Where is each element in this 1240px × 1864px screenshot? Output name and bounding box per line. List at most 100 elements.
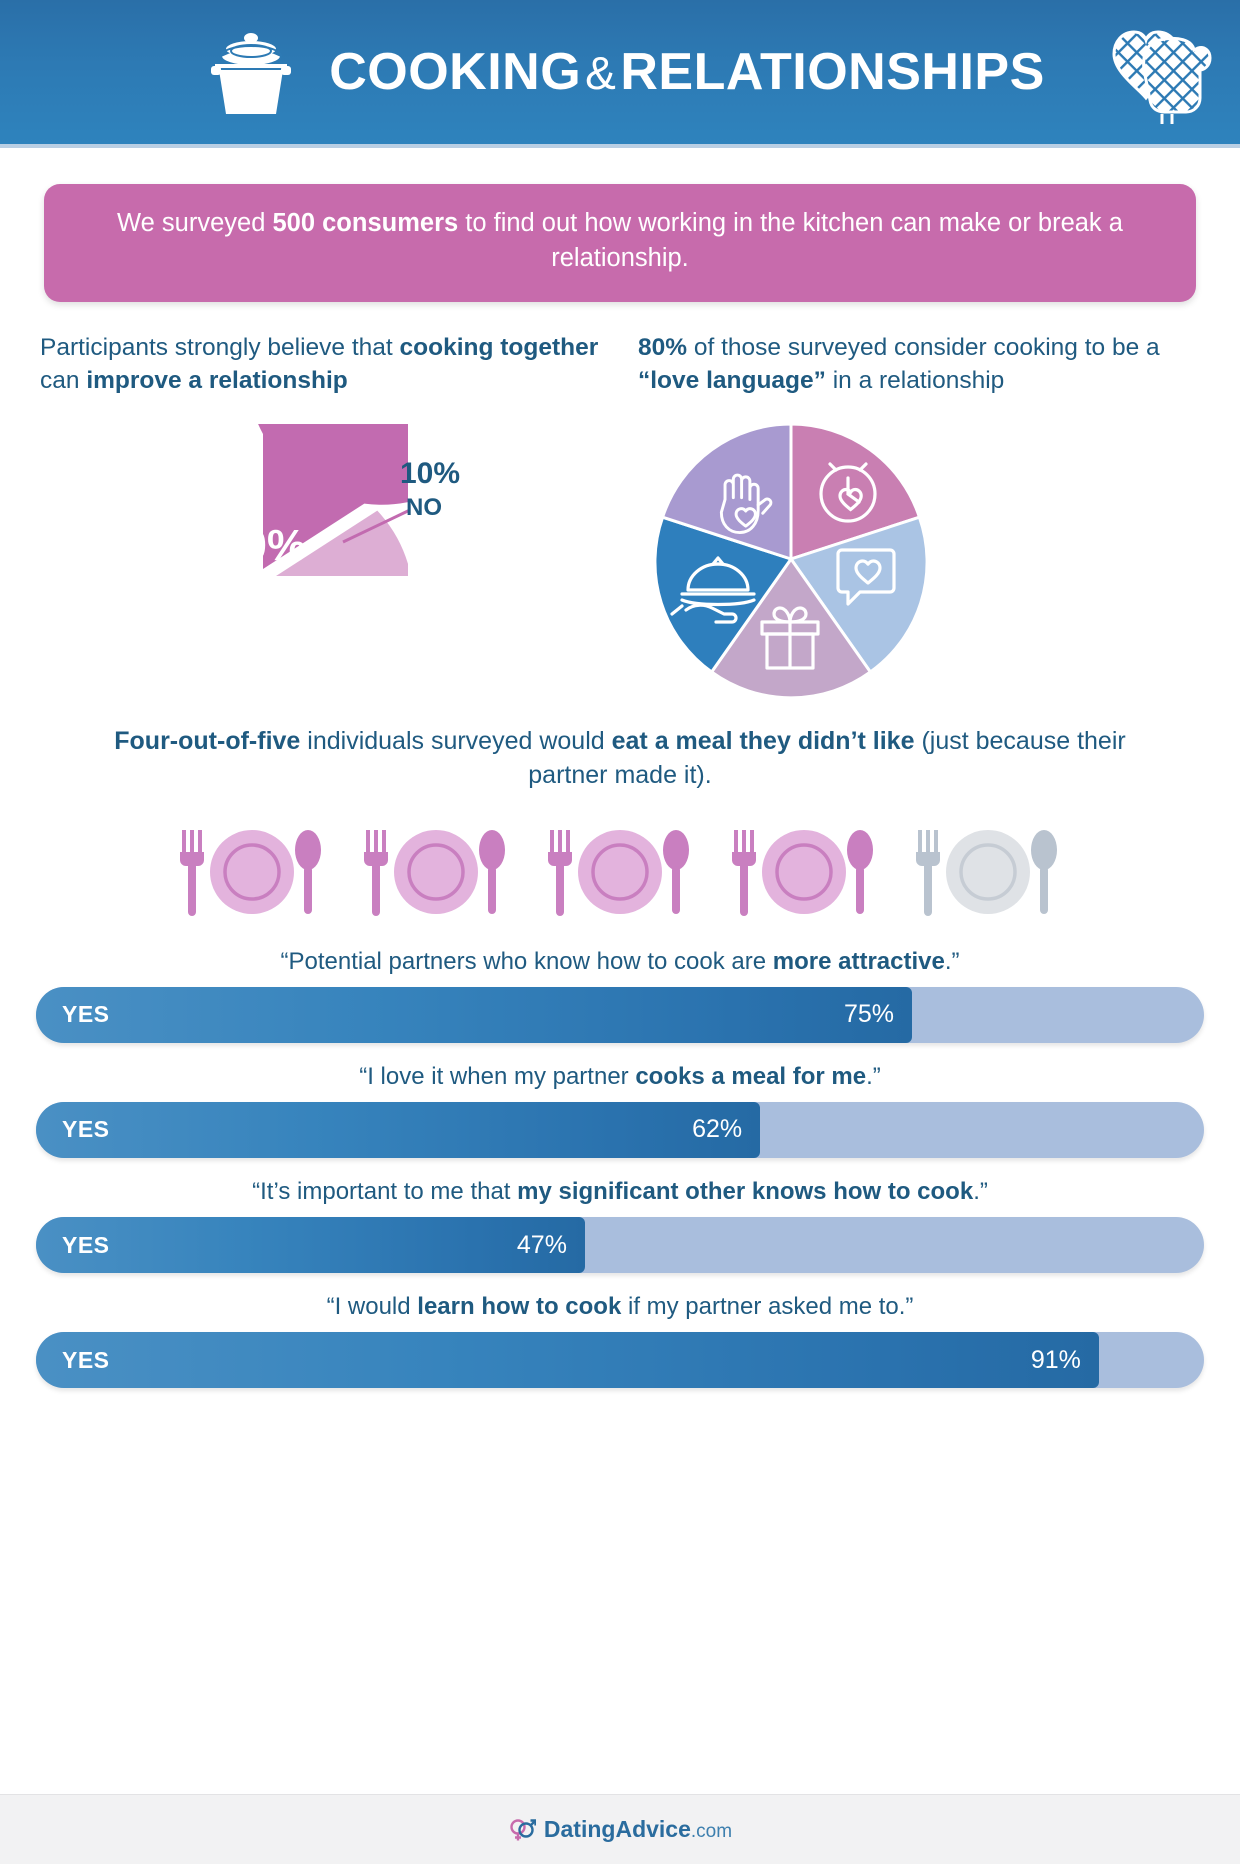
footer-brand[interactable]: DatingAdvice.com	[544, 1816, 732, 1843]
intro-row: Participants strongly believe that cooki…	[0, 302, 1240, 397]
bar-3-quote-close: .”	[973, 1177, 988, 1205]
pie-callout-no: 10% NO	[400, 456, 460, 523]
heart-oven-mitt-icon	[1112, 30, 1212, 124]
bar-3-yes-label: YES	[62, 1231, 110, 1258]
bar-2-percent: 62%	[692, 1115, 743, 1144]
place-setting-3	[548, 829, 689, 916]
callout-percent: 10%	[400, 456, 461, 490]
pie-center-percent: 90%	[218, 521, 306, 570]
banner-text-after: to find out how working in the kitchen c…	[458, 209, 1123, 273]
intro-left-p1: Participants strongly believe that	[40, 334, 400, 362]
bar-fill-1: YES 75%	[36, 986, 912, 1043]
bar-4-quote-bold: learn how to cook	[417, 1293, 622, 1321]
place-setting-4	[732, 829, 873, 916]
place-setting-2	[364, 829, 505, 916]
banner-wrapper: We surveyed 500 consumers to find out ho…	[0, 148, 1240, 303]
gender-symbols-logo-icon	[510, 1818, 536, 1840]
bar-track-1: YES 75%	[36, 986, 1204, 1043]
bar-block-4: “I would learn how to cook if my partner…	[36, 1291, 1204, 1389]
four-part-2: (just because their partner made it).	[528, 726, 1126, 789]
serving-dome-hand-icon	[670, 555, 756, 624]
bar-3-quote-open: “It’s important to me that	[252, 1177, 518, 1205]
speech-bubble-heart-icon	[836, 547, 896, 606]
bar-fill-4: YES 91%	[36, 1332, 1099, 1389]
callout-label: NO	[406, 493, 442, 521]
bar-2-yes-label: YES	[62, 1116, 110, 1143]
bar-4-quote-open: “I would	[326, 1293, 418, 1321]
page-header: COOKING&RELATIONSHIPS	[0, 0, 1240, 144]
bar-block-3: “It’s important to me that my significan…	[36, 1176, 1204, 1274]
title-main: COOKING	[329, 43, 582, 101]
intro-left-b1: cooking together	[399, 334, 599, 362]
bar-2-quote-bold: cooks a meal for me	[635, 1062, 867, 1090]
bar-label-4: “I would learn how to cook if my partner…	[36, 1291, 1204, 1332]
banner-bold-count: 500 consumers	[272, 209, 459, 237]
yes-no-pie-chart: 90% YES	[218, 423, 408, 602]
bar-1-yes-label: YES	[62, 1001, 110, 1028]
footer-brand-name: DatingAdvice	[543, 1816, 691, 1842]
intro-col-right: 80% of those surveyed consider cooking t…	[638, 332, 1200, 397]
pie-center-label: YES	[234, 574, 284, 602]
intro-left-p2: can	[40, 366, 87, 394]
bar-4-yes-label: YES	[62, 1346, 110, 1373]
page-footer: DatingAdvice.com	[0, 1794, 1240, 1864]
intro-right-b2: “love language”	[638, 366, 826, 394]
bar-2-quote-open: “I love it when my partner	[359, 1062, 636, 1090]
intro-left-b2: improve a relationship	[86, 366, 348, 394]
gift-icon	[760, 605, 820, 670]
intro-col-left: Participants strongly believe that cooki…	[40, 332, 602, 397]
place-setting-5	[916, 829, 1057, 916]
pie5-slice-hand	[660, 422, 793, 561]
bar-track-2: YES 62%	[36, 1101, 1204, 1158]
bar-3-percent: 47%	[516, 1230, 567, 1259]
pie-callout-line	[342, 508, 408, 543]
four-bold-2: eat a meal they didn’t like	[611, 726, 915, 755]
intro-text-left: Participants strongly believe that cooki…	[40, 332, 602, 397]
bar-track-3: YES 47%	[36, 1217, 1204, 1274]
bar-label-2: “I love it when my partner cooks a meal …	[36, 1061, 1204, 1102]
hand-heart-icon	[719, 473, 773, 534]
bar-1-percent: 75%	[843, 1000, 894, 1029]
four-bold-1: Four-out-of-five	[114, 726, 301, 755]
intro-right-p2: in a relationship	[825, 366, 1005, 394]
four-part-1: individuals surveyed would	[300, 726, 612, 755]
footer-brand-tld: .com	[690, 1821, 733, 1842]
bar-block-1: “Potential partners who know how to cook…	[36, 946, 1204, 1043]
bar-fill-3: YES 47%	[36, 1217, 585, 1274]
cooking-pot-icon	[211, 33, 292, 114]
bar-block-2: “I love it when my partner cooks a meal …	[36, 1061, 1204, 1158]
banner-text-before: We surveyed	[117, 209, 273, 237]
chart-col-yesno: 90% YES 10% NO	[40, 414, 602, 714]
bar-track-4: YES 91%	[36, 1332, 1204, 1389]
survey-banner: We surveyed 500 consumers to find out ho…	[44, 184, 1196, 303]
bar-fill-2: YES 62%	[36, 1101, 761, 1158]
four-of-five-text: Four-out-of-five individuals surveyed wo…	[0, 714, 1240, 792]
bar-label-1: “Potential partners who know how to cook…	[36, 946, 1204, 987]
bar-4-quote-close: if my partner asked me to.”	[621, 1293, 914, 1321]
bar-3-quote-bold: my significant other knows how to cook	[517, 1177, 974, 1205]
place-setting-1	[180, 829, 321, 916]
clock-heart-icon	[819, 461, 877, 523]
bar-1-quote-bold: more attractive	[772, 947, 945, 975]
bar-1-quote-close: .”	[944, 947, 960, 975]
title-second: RELATIONSHIPS	[620, 43, 1045, 101]
love-language-pie-chart	[653, 422, 929, 699]
bar-chart-section: “Potential partners who know how to cook…	[0, 924, 1240, 1389]
header-inner: COOKING&RELATIONSHIPS	[195, 26, 1045, 118]
bar-1-quote-open: “Potential partners who know how to cook…	[280, 947, 773, 975]
intro-text-right: 80% of those surveyed consider cooking t…	[638, 332, 1200, 397]
chart-col-lovelanguage	[638, 414, 1200, 714]
page-title: COOKING&RELATIONSHIPS	[329, 42, 1045, 102]
place-settings-row	[0, 792, 1240, 924]
pie5-slice-clock	[789, 422, 922, 561]
title-ampersand: &	[585, 47, 617, 99]
bar-label-3: “It’s important to me that my significan…	[36, 1176, 1204, 1217]
pie-slice-yes	[258, 423, 408, 569]
header-divider	[0, 144, 1240, 148]
bar-2-quote-close: .”	[866, 1062, 881, 1090]
charts-row: 90% YES 10% NO	[0, 398, 1240, 714]
intro-right-b1: 80%	[638, 334, 688, 362]
intro-right-p1: of those surveyed consider cooking to be…	[687, 334, 1160, 362]
bar-4-percent: 91%	[1030, 1345, 1081, 1374]
